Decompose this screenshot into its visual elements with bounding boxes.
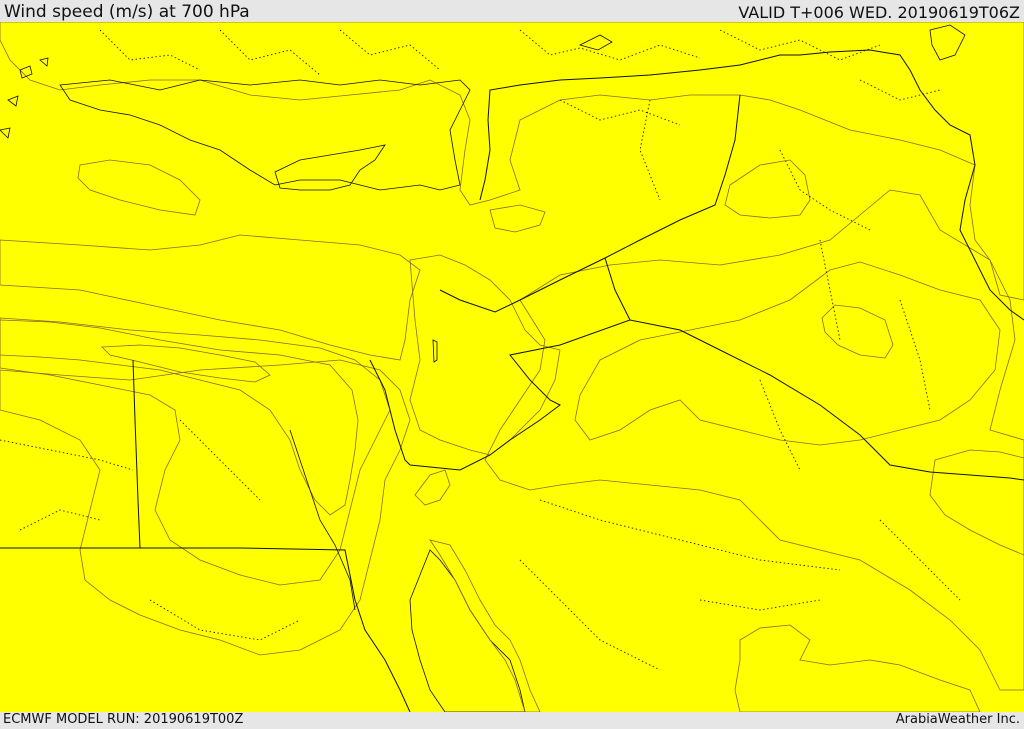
border-egypt-sudan [0, 547, 411, 712]
band-1-area [0, 22, 1024, 712]
lowest-band-southeast [734, 624, 981, 712]
cyprus [274, 144, 386, 191]
map-footer: ECMWF MODEL RUN: 20190619T00Z ArabiaWeat… [0, 712, 1024, 729]
sea-mediterranean-north [59, 79, 471, 191]
valid-time-label: VALID T+006 WED. 20190619T06Z [738, 3, 1020, 22]
lowest-band-sinai-patch [414, 469, 451, 506]
band-2-central-arabia [484, 189, 1024, 691]
band-5-west-max [101, 344, 271, 383]
model-run-label: ECMWF MODEL RUN: 20190619T00Z [3, 712, 244, 727]
band-4-iraq-core [821, 304, 894, 359]
map-canvas [0, 22, 1024, 712]
aegean-islands [0, 57, 49, 139]
lowest-band-red-sea-coast [429, 539, 541, 712]
band-2-west-stripe [0, 234, 421, 361]
credit-label: ArabiaWeather Inc. [895, 712, 1020, 727]
sea-red-sea [409, 549, 526, 712]
band-3-gulf [929, 449, 1024, 556]
nile-river [289, 429, 356, 611]
lowest-band-north [0, 22, 1024, 301]
lake-tuz [578, 34, 613, 51]
band-4-west-core [0, 319, 359, 516]
band-2-libya-egypt [0, 359, 411, 656]
map-title: Wind speed (m/s) at 700 hPa [4, 2, 250, 22]
wind-speed-map [0, 22, 1024, 712]
map-header: Wind speed (m/s) at 700 hPa VALID T+006 … [0, 0, 1024, 22]
border-turkey-syria [479, 49, 976, 201]
band-3-iraq-arabia [574, 261, 1001, 446]
lake-van [929, 24, 966, 61]
band-2-north-aegean [77, 159, 201, 216]
admin-boundaries-saudi [519, 499, 961, 671]
border-iran-iraq [959, 164, 1024, 321]
border-egypt-israel [369, 359, 411, 466]
dead-sea [432, 339, 438, 363]
border-egypt-libya [132, 359, 141, 549]
band-2-levant-jordan [409, 254, 561, 456]
admin-boundaries-egypt-libya [0, 419, 301, 641]
lowest-band-syria-patch [489, 204, 546, 233]
border-iraq-saudi [629, 319, 1024, 481]
border-syria-iraq [439, 94, 741, 313]
lowest-band-east-iraq [724, 159, 811, 219]
band-3-west-jet [0, 317, 391, 586]
